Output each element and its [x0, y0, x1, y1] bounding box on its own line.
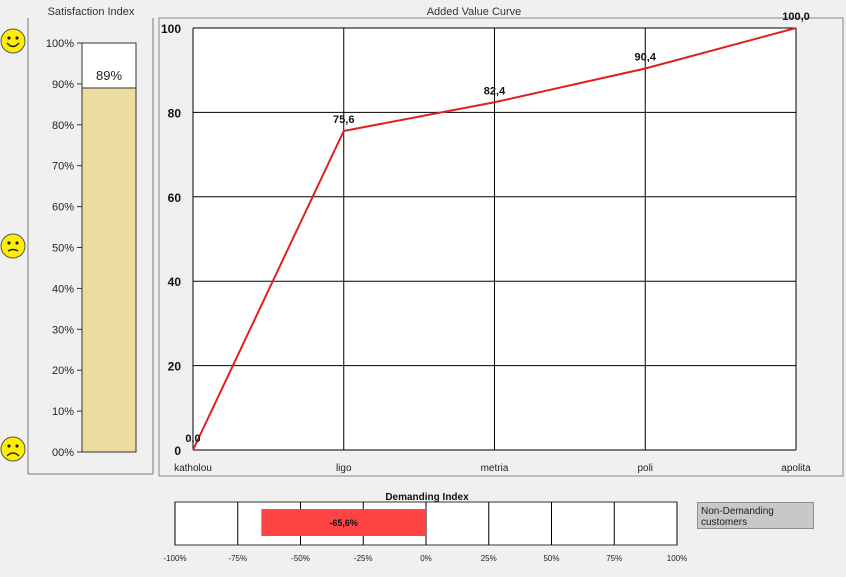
- neutral-face-icon: [0, 233, 26, 259]
- satisfaction-tick-label: 40%: [52, 283, 74, 295]
- added-value-y-tick-label: 80: [168, 106, 182, 120]
- added-value-x-tick-label: metria: [481, 463, 509, 474]
- added-value-series-line: [192, 27, 797, 451]
- demanding-panel: Demanding Index -65,6% -100% -75% -50% -25%…: [163, 492, 687, 563]
- non-demanding-legend-label: Non-Demanding customers: [701, 506, 774, 528]
- satisfaction-tick-label: 30%: [52, 324, 74, 336]
- satisfaction-bar: [81, 87, 137, 453]
- added-value-title: Added Value Curve: [427, 6, 522, 18]
- added-value-frame: [158, 17, 844, 477]
- added-value-x-tick-label: poli: [637, 463, 653, 474]
- added-value-data-label: 90,4: [635, 52, 657, 64]
- demanding-title: Demanding Index: [385, 492, 469, 503]
- satisfaction-title: Satisfaction Index: [48, 6, 135, 18]
- satisfaction-tick-label: 50%: [52, 243, 74, 255]
- added-value-data-label: 82,4: [484, 85, 506, 97]
- satisfaction-tick-label: 00%: [52, 447, 74, 459]
- demanding-x-tick-label: 75%: [606, 554, 622, 563]
- demanding-x-tick-label: 0%: [420, 554, 432, 563]
- demanding-value-label: -65,6%: [329, 518, 358, 528]
- added-value-panel: Added Value Curve 0 20 40 60 80 100 katholou l…: [158, 6, 844, 477]
- added-value-x-tick-label: ligo: [336, 463, 352, 474]
- added-value-y-tick-label: 0: [174, 444, 181, 458]
- added-value-data-label: 100,0: [782, 11, 810, 23]
- demanding-bar: [261, 509, 426, 536]
- added-value-y-tick-label: 100: [161, 22, 181, 36]
- demanding-x-tick-label: 50%: [543, 554, 559, 563]
- happy-face-icon: [0, 28, 26, 54]
- added-value-y-tick-label: 40: [168, 275, 182, 289]
- non-demanding-legend: Non-Demanding customers: [697, 502, 814, 529]
- added-value-data-labels: 0,0 75,6 82,4 90,4 100,0: [185, 11, 809, 445]
- satisfaction-tick-label: 20%: [52, 365, 74, 377]
- demanding-x-tick-label: -100%: [163, 554, 186, 563]
- satisfaction-tick-label: 100%: [46, 38, 74, 50]
- added-value-data-label: 0,0: [185, 433, 200, 445]
- satisfaction-tick-label: 10%: [52, 406, 74, 418]
- added-value-y-ticks: 0 20 40 60 80 100: [161, 22, 181, 458]
- satisfaction-value-label: 89%: [96, 68, 122, 83]
- added-value-data-label: 75,6: [333, 114, 354, 126]
- satisfaction-tick-label: 90%: [52, 79, 74, 91]
- satisfaction-tick-label: 70%: [52, 161, 74, 173]
- demanding-x-ticks: -100% -75% -50% -25% 0% 25% 50% 75% 100%: [163, 554, 687, 563]
- added-value-x-tick-label: katholou: [174, 463, 212, 474]
- added-value-y-tick-label: 20: [168, 360, 182, 374]
- added-value-grid: [192, 27, 797, 451]
- demanding-x-tick-label: -25%: [354, 554, 373, 563]
- demanding-x-tick-label: -75%: [228, 554, 247, 563]
- demanding-x-tick-label: 25%: [481, 554, 497, 563]
- added-value-x-ticks: katholou ligo metria poli apolita: [174, 463, 811, 474]
- added-value-x-tick-label: apolita: [781, 463, 811, 474]
- demanding-x-tick-label: 100%: [667, 554, 687, 563]
- satisfaction-tick-label: 60%: [52, 202, 74, 214]
- sad-face-icon: [0, 436, 26, 462]
- satisfaction-y-ticks: 00% 10% 20% 30% 40% 50% 60% 70% 80% 90% 100%: [46, 38, 82, 459]
- satisfaction-tick-label: 80%: [52, 120, 74, 132]
- added-value-y-tick-label: 60: [168, 191, 182, 205]
- demanding-x-tick-label: -50%: [291, 554, 310, 563]
- satisfaction-panel: Satisfaction Index 00% 10% 20% 30% 40% 50% 60%…: [0, 6, 154, 475]
